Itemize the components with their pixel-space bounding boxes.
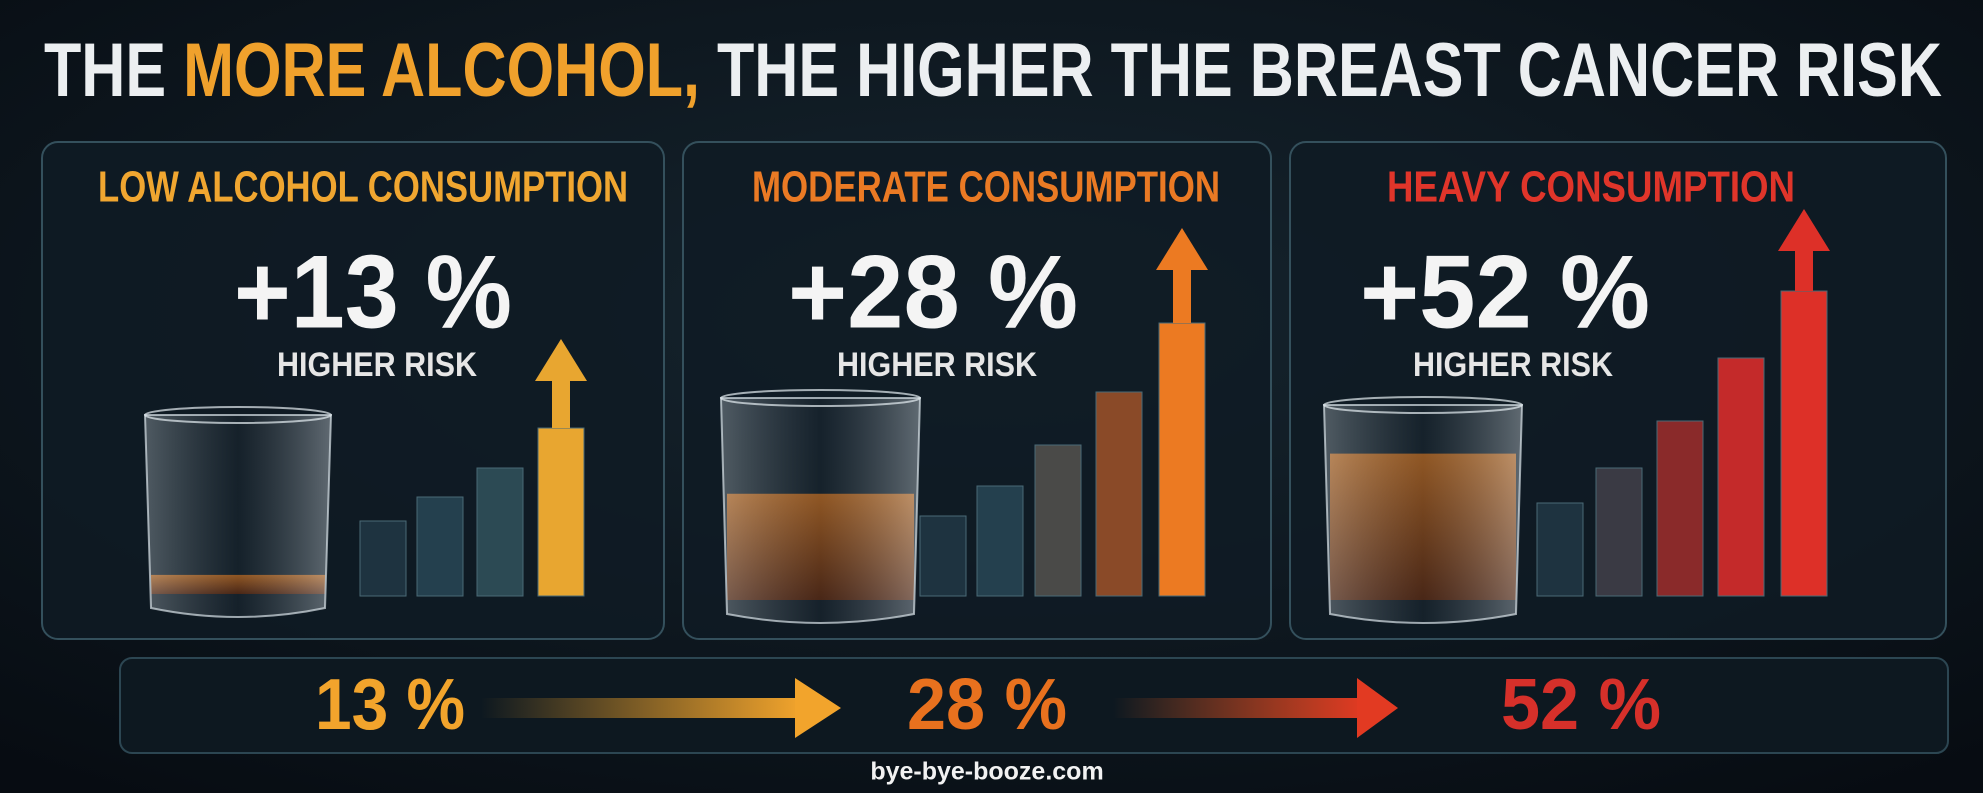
decor-bar xyxy=(919,515,967,597)
risk-value: +28 % xyxy=(788,234,1078,350)
risk-caption: HIGHER RISK xyxy=(837,346,1037,384)
decor-bar xyxy=(1536,502,1584,597)
footer: bye-bye-booze.com xyxy=(870,758,1103,786)
progression-arrow xyxy=(1113,678,1398,738)
decor-bar xyxy=(476,467,524,597)
decor-bar xyxy=(1158,322,1206,597)
decor-bar xyxy=(416,496,464,597)
glass-rim xyxy=(144,406,332,424)
progression-arrow xyxy=(481,678,841,738)
glass xyxy=(1322,404,1524,624)
decor-arrow-shaft xyxy=(1795,249,1813,291)
decor-arrow-shaft xyxy=(552,379,570,428)
decor-arrow-head xyxy=(1156,228,1208,270)
decor-bar xyxy=(537,427,585,597)
progression-value: 13 % xyxy=(315,665,465,745)
decor-bar xyxy=(1780,290,1828,597)
decor-bar xyxy=(1656,420,1704,597)
panel-heading: LOW ALCOHOL CONSUMPTION xyxy=(98,163,628,212)
risk-caption: HIGHER RISK xyxy=(277,346,477,384)
title-part: THE HIGHER THE BREAST CANCER RISK xyxy=(717,28,1942,113)
progression-value: 28 % xyxy=(907,665,1067,745)
title: THE MORE ALCOHOL, THE HIGHER THE BREAST … xyxy=(44,28,1942,113)
decor-bar xyxy=(1095,391,1143,597)
panel-heading: HEAVY CONSUMPTION xyxy=(1387,163,1795,212)
decor-bar xyxy=(359,520,407,597)
glass xyxy=(143,414,333,618)
glass-rim xyxy=(1323,396,1523,414)
title-highlight: MORE ALCOHOL, xyxy=(183,28,700,113)
panel-heading: MODERATE CONSUMPTION xyxy=(752,163,1220,212)
risk-value: +52 % xyxy=(1360,234,1650,350)
glass-rim xyxy=(720,389,921,407)
arrow-shaft xyxy=(1113,698,1363,718)
decor-arrow-shaft xyxy=(1173,268,1191,323)
arrow-shaft xyxy=(481,698,801,718)
decor-bar xyxy=(1717,357,1765,597)
risk-value: +13 % xyxy=(234,234,512,350)
glass xyxy=(719,397,922,624)
progression-value: 52 % xyxy=(1501,665,1661,745)
progression-bar xyxy=(119,657,1949,754)
title-part: THE xyxy=(44,28,166,113)
arrow-head xyxy=(795,678,841,738)
arrow-head xyxy=(1357,678,1398,738)
decor-arrow-head xyxy=(1778,209,1830,251)
panels: LOW ALCOHOL CONSUMPTION+13 %HIGHER RISKM… xyxy=(41,141,1947,640)
decor-bar xyxy=(1034,444,1082,597)
risk-caption: HIGHER RISK xyxy=(1413,346,1613,384)
decor-bar xyxy=(976,485,1024,597)
decor-arrow-head xyxy=(535,339,587,381)
decor-bar xyxy=(1595,467,1643,597)
